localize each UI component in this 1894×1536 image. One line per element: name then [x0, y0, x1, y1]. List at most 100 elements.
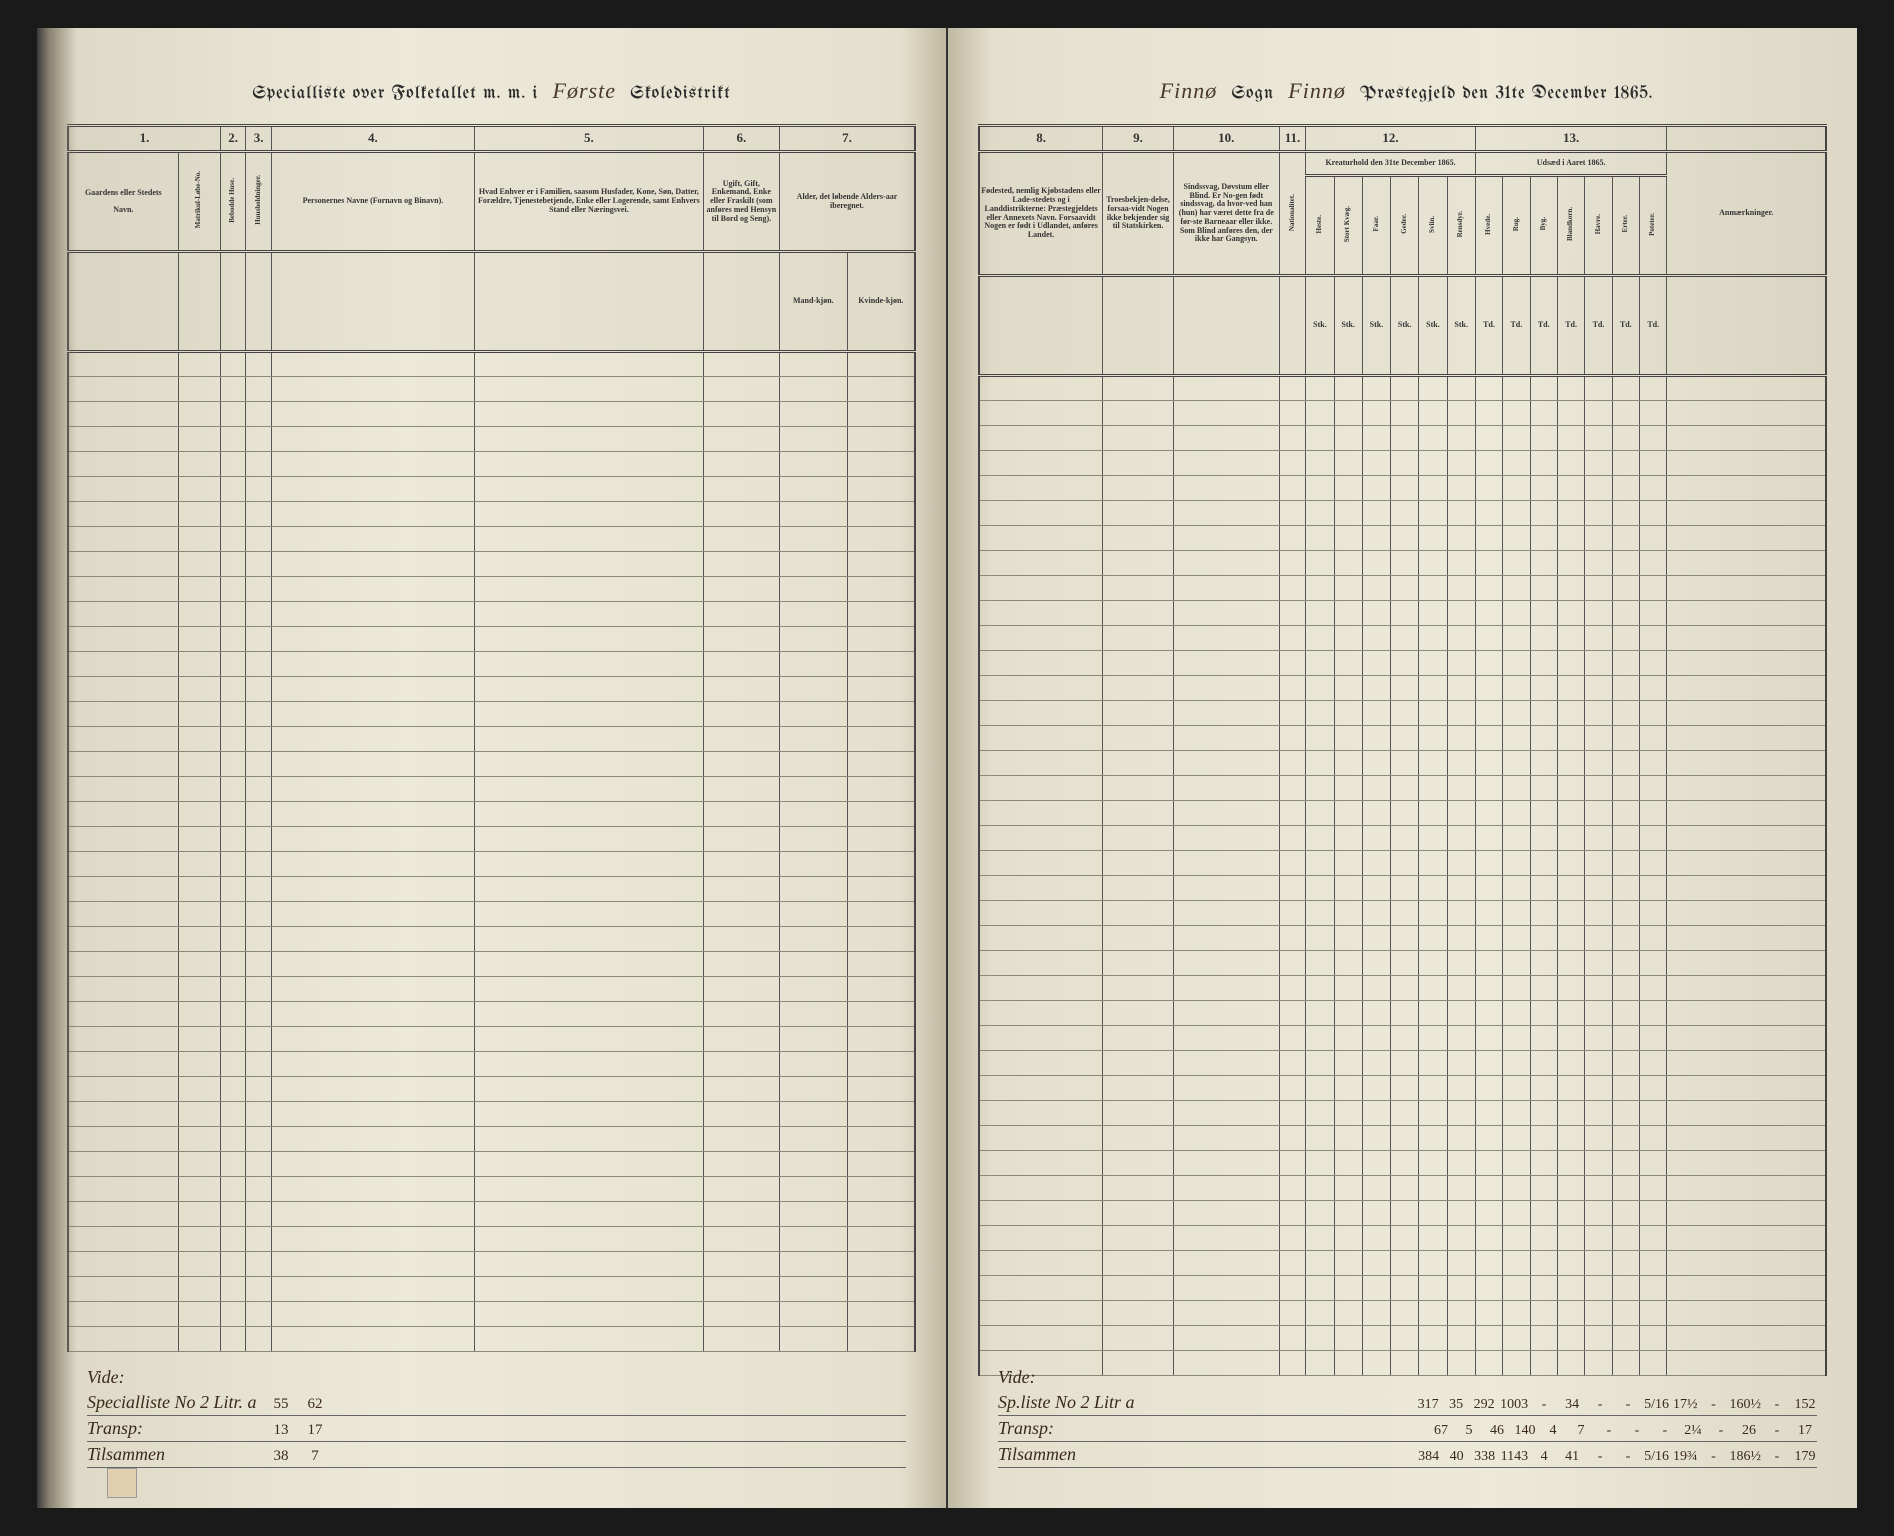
table-cell: [1419, 701, 1447, 726]
table-cell: [979, 476, 1103, 501]
footer-value: 17½: [1673, 1397, 1698, 1413]
table-cell: [1557, 1126, 1584, 1151]
table-cell: [475, 1152, 704, 1177]
table-cell: [1585, 726, 1612, 751]
footer-value: 140: [1513, 1423, 1537, 1439]
table-cell: [1447, 1151, 1475, 1176]
table-cell: [1475, 1026, 1502, 1051]
table-cell: [1475, 1301, 1502, 1326]
table-cell: [1103, 1001, 1174, 1026]
col-sub-text: Byg.: [1540, 217, 1548, 230]
table-row: [979, 751, 1826, 776]
table-row: [979, 1251, 1826, 1276]
footer-label: Transp:: [998, 1418, 1178, 1439]
table-cell: [1530, 876, 1557, 901]
table-cell: [246, 952, 271, 977]
table-cell: [1640, 1001, 1667, 1026]
table-cell: [68, 627, 178, 652]
table-cell: [703, 527, 779, 552]
table-cell: [475, 1202, 704, 1227]
table-cell: [779, 1252, 847, 1277]
table-cell: [1334, 1226, 1362, 1251]
table-cell: [1475, 1126, 1502, 1151]
table-cell: [1585, 1176, 1612, 1201]
table-cell: [1279, 651, 1305, 676]
table-cell: [1447, 1076, 1475, 1101]
col-head: Ugift, Gift, Enkemand, Enke eller Fraski…: [703, 152, 779, 252]
table-cell: [1640, 976, 1667, 1001]
table-cell: [1391, 1051, 1419, 1076]
table-cell: [68, 927, 178, 952]
table-cell: [1279, 601, 1305, 626]
table-cell: [1306, 376, 1334, 401]
table-cell: [1503, 1151, 1530, 1176]
table-cell: [1585, 1151, 1612, 1176]
table-cell: [847, 527, 915, 552]
col-unit: Stk.: [1306, 276, 1334, 376]
table-cell: [246, 652, 271, 677]
table-cell: [68, 752, 178, 777]
col-num: 13.: [1475, 126, 1667, 152]
table-cell: [703, 702, 779, 727]
table-cell: [703, 377, 779, 402]
table-row: [68, 727, 915, 752]
footer-value: -: [1653, 1423, 1677, 1439]
table-cell: [847, 702, 915, 727]
table-cell: [1503, 1076, 1530, 1101]
header-handwritten: Første: [545, 78, 624, 103]
table-cell: [1362, 951, 1390, 976]
footer-value: 62: [301, 1396, 329, 1413]
table-cell: [1334, 1001, 1362, 1026]
col-sub: [246, 252, 271, 352]
table-cell: [1530, 1001, 1557, 1026]
table-cell: [1362, 601, 1390, 626]
table-cell: [847, 352, 915, 377]
table-cell: [475, 352, 704, 377]
table-cell: [979, 451, 1103, 476]
table-cell: [979, 1051, 1103, 1076]
col-head: Personernes Navne (Fornavn og Binavn).: [271, 152, 474, 252]
table-cell: [1640, 901, 1667, 926]
table-cell: [703, 627, 779, 652]
table-cell: [703, 877, 779, 902]
table-cell: [1173, 901, 1279, 926]
table-cell: [220, 1202, 245, 1227]
table-cell: [1279, 1226, 1305, 1251]
table-cell: [1103, 1101, 1174, 1126]
table-cell: [1391, 1126, 1419, 1151]
col-sub-text: Rensdyr.: [1457, 211, 1465, 237]
table-cell: [68, 1252, 178, 1277]
table-cell: [1475, 751, 1502, 776]
table-cell: [1640, 1026, 1667, 1051]
footer-values: 5562: [267, 1396, 329, 1413]
table-cell: [1667, 451, 1826, 476]
table-cell: [1585, 901, 1612, 926]
table-cell: [1362, 626, 1390, 651]
table-cell: [1503, 426, 1530, 451]
table-cell: [1640, 726, 1667, 751]
table-cell: [1612, 1001, 1639, 1026]
table-cell: [703, 1127, 779, 1152]
table-cell: [271, 1002, 474, 1027]
table-cell: [1612, 476, 1639, 501]
table-cell: [178, 927, 220, 952]
table-cell: [1103, 826, 1174, 851]
table-cell: [271, 727, 474, 752]
table-cell: [68, 402, 178, 427]
table-cell: [1173, 926, 1279, 951]
table-cell: [1419, 776, 1447, 801]
table-cell: [68, 602, 178, 627]
table-cell: [220, 902, 245, 927]
table-cell: [475, 1052, 704, 1077]
table-row: [68, 877, 915, 902]
table-cell: [1667, 776, 1826, 801]
footer-value: -: [1709, 1423, 1733, 1439]
table-cell: [1530, 726, 1557, 751]
table-cell: [1530, 476, 1557, 501]
table-row: [979, 726, 1826, 751]
table-cell: [1447, 1251, 1475, 1276]
table-cell: [847, 427, 915, 452]
table-cell: [1475, 726, 1502, 751]
table-cell: [1612, 951, 1639, 976]
table-cell: [1173, 1101, 1279, 1126]
